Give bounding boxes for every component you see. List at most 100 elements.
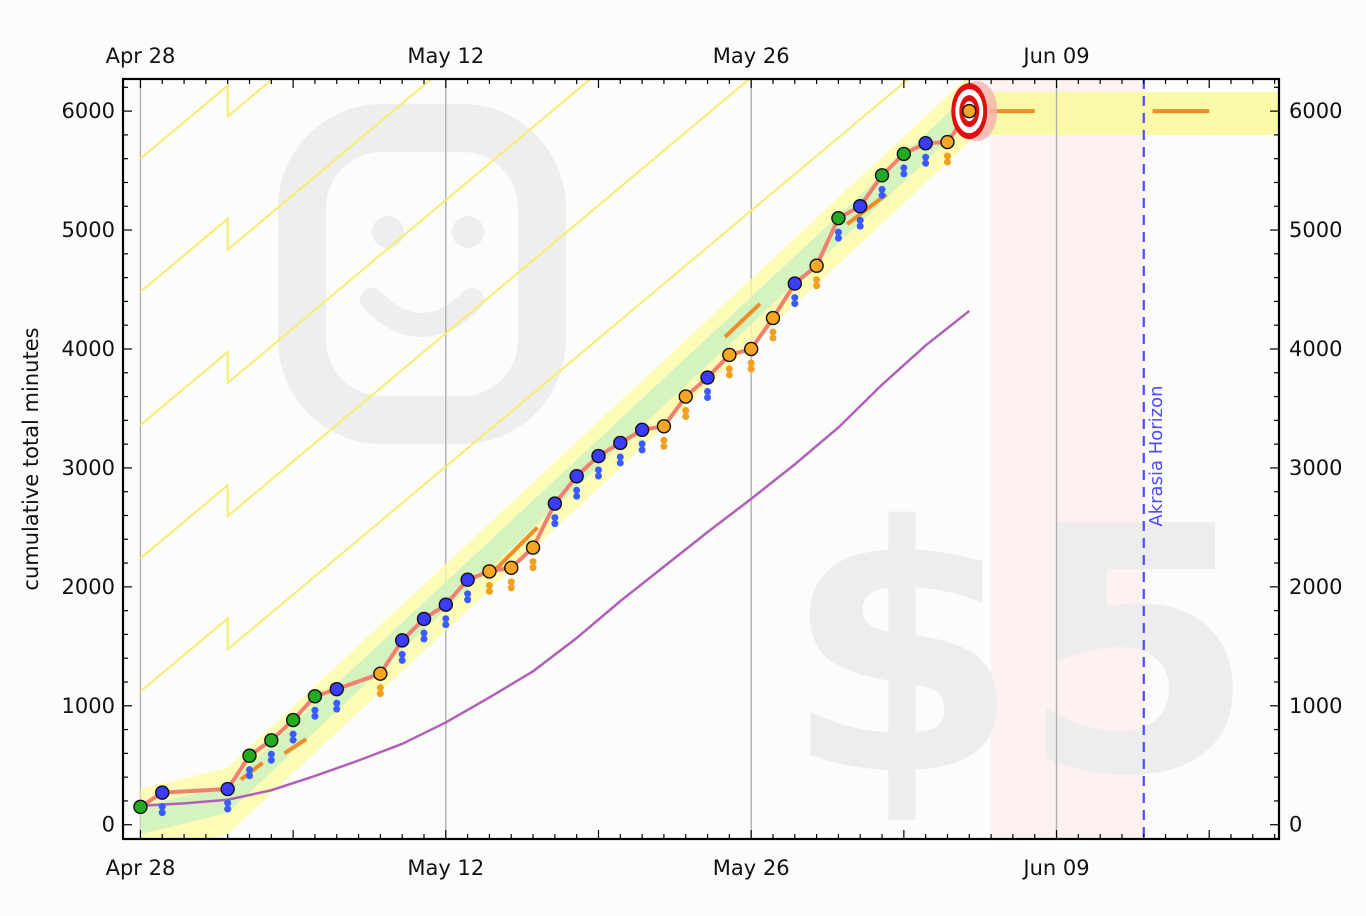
sub-datapoint xyxy=(834,228,842,236)
road-lanes xyxy=(139,79,970,839)
datapoint xyxy=(220,781,235,797)
datapoint xyxy=(853,199,868,214)
sub-datapoint xyxy=(747,359,755,367)
sub-datapoint xyxy=(725,371,733,379)
road-dash xyxy=(723,302,762,339)
sub-datapoint xyxy=(660,442,668,450)
y-tick-label: 5000 xyxy=(62,218,115,242)
sub-datapoint xyxy=(943,152,951,160)
moving-average-line xyxy=(140,309,971,807)
road-dash xyxy=(494,525,539,571)
sub-datapoint xyxy=(856,222,864,230)
sub-datapoint xyxy=(594,472,602,480)
sub-datapoint xyxy=(267,750,275,758)
sub-datapoint xyxy=(485,587,493,595)
y-tick-label-right: 5000 xyxy=(1289,218,1342,242)
guide-line xyxy=(139,79,592,426)
smiley-watermark-icon xyxy=(278,104,566,444)
road-dash xyxy=(283,737,308,756)
sub-datapoint xyxy=(791,300,799,308)
y-tick-label-right: 6000 xyxy=(1289,99,1342,123)
sub-datapoint xyxy=(442,615,450,623)
sub-datapoint xyxy=(594,466,602,474)
y-tick-label: 2000 xyxy=(62,575,115,599)
axes-layer: Apr 28 Apr 28 May 12 May 12 May 26 May 26 Jun … xyxy=(62,44,1343,880)
sub-datapoint xyxy=(507,584,515,592)
y-tick-label-right: 4000 xyxy=(1289,337,1342,361)
y-tick-label-right: 0 xyxy=(1289,813,1302,837)
sub-datapoint xyxy=(660,436,668,444)
sub-datapoint xyxy=(420,635,428,643)
sub-datapoint xyxy=(682,413,690,421)
sub-datapoint xyxy=(246,766,254,774)
y-tick-label: 6000 xyxy=(62,99,115,123)
datapoint xyxy=(656,419,672,434)
datapoint xyxy=(504,560,519,576)
goal-band xyxy=(969,92,1279,135)
datapoint xyxy=(525,540,541,555)
x-tick-label-top: Jun 09 xyxy=(1021,44,1089,68)
datapoint xyxy=(460,572,475,587)
datapoint xyxy=(482,564,497,579)
x-tick-label-top: May 12 xyxy=(407,44,484,68)
datapoint xyxy=(329,681,344,697)
datapoint xyxy=(569,469,584,484)
x-tick-label-top: May 26 xyxy=(713,44,790,68)
sub-datapoint xyxy=(464,590,472,598)
y-tick-label: 4000 xyxy=(62,337,115,361)
y-tick-label: 3000 xyxy=(62,456,115,480)
sub-datapoint xyxy=(398,650,406,658)
guide-line xyxy=(139,79,910,693)
y-tick-label: 0 xyxy=(102,813,115,837)
sub-datapoint xyxy=(856,216,864,224)
y-tick-label-right: 2000 xyxy=(1289,575,1342,599)
sub-datapoint xyxy=(878,191,886,199)
x-tick-label: Apr 28 xyxy=(106,856,176,880)
sub-datapoint xyxy=(442,621,450,629)
sub-datapoint xyxy=(485,581,493,589)
sub-datapoint xyxy=(289,730,297,738)
datapoint xyxy=(896,146,912,162)
sub-datapoint xyxy=(551,520,559,528)
datapoint xyxy=(416,611,432,627)
x-tick-label-top: Apr 28 xyxy=(106,44,176,68)
sub-datapoint xyxy=(616,453,624,461)
future-band xyxy=(991,79,1144,839)
y-tick-label-right: 1000 xyxy=(1289,694,1342,718)
sub-datapoint xyxy=(573,486,581,494)
y-axis-label: cumulative total minutes xyxy=(19,327,43,590)
sub-datapoint xyxy=(158,809,166,817)
sub-datapoint xyxy=(311,706,319,714)
sub-datapoint xyxy=(638,446,646,454)
datapoint xyxy=(634,422,650,438)
sub-datapoint xyxy=(922,153,930,161)
akrasia-horizon-label: Akrasia Horizon xyxy=(1146,385,1167,526)
sub-datapoint xyxy=(878,185,886,193)
datapoint xyxy=(591,448,606,464)
sub-datapoint xyxy=(420,629,428,637)
sub-datapoint xyxy=(813,282,821,290)
datapoint xyxy=(547,496,563,511)
sub-datapoint xyxy=(333,699,341,707)
sub-datapoint xyxy=(573,492,581,500)
sub-datapoint xyxy=(398,656,406,664)
datapoint xyxy=(264,733,279,748)
datapoint xyxy=(809,258,824,273)
y-tick-label: 1000 xyxy=(62,694,115,718)
sub-datapoint xyxy=(747,365,755,373)
sub-datapoint xyxy=(246,772,254,780)
x-tick-label: May 12 xyxy=(407,856,484,880)
sub-datapoint xyxy=(376,690,384,698)
sub-datapoint xyxy=(943,158,951,166)
datapoint xyxy=(940,134,955,150)
plot-frame xyxy=(121,77,1281,841)
sub-datapoint xyxy=(289,736,297,744)
smiley-eye-right xyxy=(452,216,484,248)
datapoint xyxy=(874,168,890,183)
sub-datapoint xyxy=(333,705,341,713)
datapoint xyxy=(918,136,933,151)
datapoint xyxy=(438,597,454,612)
sub-datapoint xyxy=(224,805,232,813)
guide-line xyxy=(139,79,274,160)
datapoint xyxy=(700,370,715,385)
